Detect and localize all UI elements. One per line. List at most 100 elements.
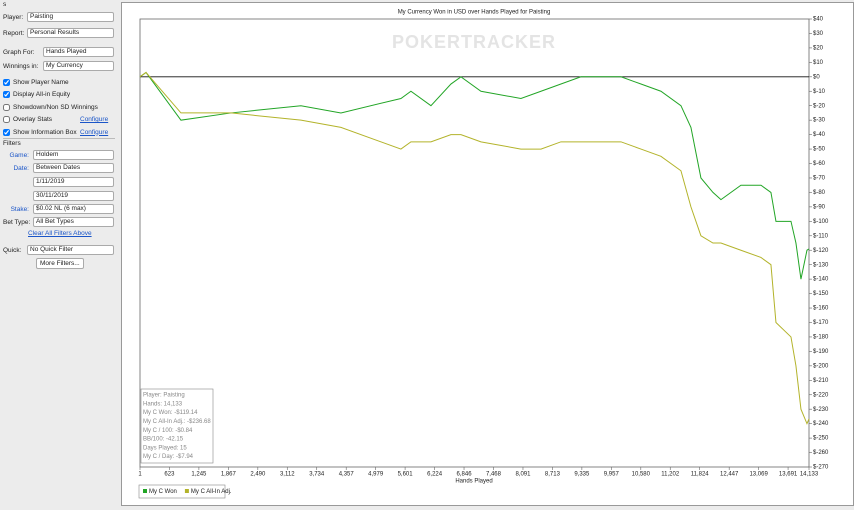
label: Date: (13, 164, 29, 172)
y-tick-label: $0 (813, 74, 820, 80)
x-tick-label: 1,245 (191, 472, 207, 478)
y-tick-label: $40 (813, 17, 824, 23)
configure-link[interactable]: Configure (80, 116, 109, 123)
configure-link[interactable]: Configure (80, 128, 109, 136)
x-tick-label: 3,734 (309, 472, 325, 478)
checkbox-label: Showdown/Non SD Winnings (13, 103, 98, 111)
checkbox[interactable] (3, 116, 10, 123)
x-tick-label: 9,335 (574, 472, 590, 478)
label: Game: (9, 151, 29, 159)
quick-select[interactable]: No Quick Filter (27, 245, 114, 255)
x-tick-label: 1 (138, 472, 142, 478)
legend-frame (138, 484, 226, 499)
stake-select[interactable]: $0.02 NL (6 max) (33, 204, 114, 214)
y-tick-label: $20 (813, 45, 824, 51)
checkbox-label: Display All-in Equity (13, 91, 71, 98)
winnings-row: Winnings in: My Currency (3, 61, 117, 71)
checkbox[interactable] (3, 103, 10, 111)
y-tick-label: $-30 (813, 118, 826, 124)
player-select[interactable]: Paisting (27, 12, 114, 22)
x-tick-label: 623 (164, 472, 175, 478)
y-tick-label: $-170 (813, 320, 829, 326)
info-line: My C / Day: -$7.94 (143, 454, 194, 460)
y-tick-label: $-220 (813, 392, 829, 398)
y-tick-label: $-190 (813, 349, 829, 355)
x-tick-label: 13,691 (779, 472, 798, 478)
y-tick-label: $-50 (813, 147, 826, 153)
y-tick-label: $-90 (813, 204, 826, 210)
y-tick-label: $-250 (813, 436, 829, 442)
y-tick-label: $-160 (813, 306, 829, 312)
checkbox-row: Show Information Box Configure (3, 127, 108, 137)
y-tick-label: $-200 (813, 363, 829, 369)
report-row: Report: Personal Results (3, 28, 117, 38)
x-tick-label: 11,202 (661, 472, 680, 478)
x-tick-label: 5,601 (398, 472, 414, 478)
x-tick-label: 3,112 (280, 472, 295, 478)
checkbox-label: Show Information Box (13, 128, 77, 136)
x-tick-label: 10,580 (632, 472, 651, 478)
x-tick-label: 6,224 (427, 472, 443, 478)
date-to[interactable]: 30/11/2019 (33, 191, 114, 201)
x-tick-label: 9,957 (604, 472, 620, 478)
graph-for-select[interactable]: Hands Played (43, 47, 114, 57)
x-tick-label: 7,468 (486, 472, 502, 478)
watermark: POKERTRACKER (392, 32, 556, 52)
checkbox-label: Show Player Name (13, 78, 69, 86)
y-tick-label: $-40 (813, 132, 826, 138)
winnings-select[interactable]: My Currency (43, 61, 114, 71)
window-title: s (3, 1, 7, 8)
x-axis-label: Hands Played (455, 479, 492, 485)
label: Report: (3, 29, 25, 37)
series-line (139, 71, 810, 280)
clear-filters-link[interactable]: Clear All Filters Above (28, 230, 92, 237)
chart: My Currency Won in USD over Hands Played… (138, 10, 829, 499)
graph-for-row: Graph For: Hands Played (3, 47, 117, 57)
date-from-row: 1/11/2019 (3, 177, 117, 187)
sidebar: s Player: Paisting Report: Personal Result… (0, 0, 118, 507)
checkbox[interactable] (3, 91, 10, 98)
x-tick-label: 11,824 (691, 472, 710, 478)
bet-type-row: Bet Type: All Bet Types (3, 217, 117, 227)
y-tick-label: $-270 (813, 465, 829, 471)
label: Winnings in: (3, 62, 39, 70)
info-line: My C / 100: -$0.84 (143, 428, 193, 434)
info-line: Player: Paisting (143, 393, 185, 399)
stake-row: Stake: $0.02 NL (6 max) (3, 204, 117, 214)
x-tick-label: 4,357 (339, 472, 355, 478)
info-line: My C Won: -$119.14 (143, 410, 198, 416)
player-row: Player: Paisting (3, 12, 117, 22)
checkbox[interactable] (3, 78, 10, 86)
date-from[interactable]: 1/11/2019 (33, 177, 114, 187)
y-tick-label: $-20 (813, 103, 826, 109)
info-line: Days Played: 15 (143, 445, 187, 451)
plot-frame (139, 18, 810, 468)
y-tick-label: $-10 (813, 89, 826, 95)
checkbox[interactable] (3, 128, 10, 136)
game-select[interactable]: Holdem (33, 150, 114, 160)
checkbox-row: Display All-in Equity (3, 90, 70, 100)
y-tick-label: $-140 (813, 277, 829, 283)
report-select[interactable]: Personal Results (27, 28, 114, 38)
x-tick-label: 14,133 (800, 472, 819, 478)
info-line: BB/100: -42.15 (143, 437, 184, 443)
x-tick-label: 2,490 (250, 472, 266, 478)
y-tick-label: $-180 (813, 335, 829, 341)
more-filters-button[interactable]: More Filters... (36, 258, 84, 269)
chart-title: My Currency Won in USD over Hands Played… (398, 10, 551, 16)
checkbox-label: Overlay Stats (13, 116, 53, 123)
legend-label: My C Won (149, 489, 177, 495)
filters-header: Filters (3, 138, 115, 147)
legend-label: My C All-In Adj. (191, 489, 232, 495)
game-row: Game: Holdem (3, 150, 117, 160)
x-tick-label: 1,867 (221, 472, 237, 478)
bet-type-select[interactable]: All Bet Types (33, 217, 114, 227)
label: Quick: (3, 246, 22, 254)
y-tick-label: $-210 (813, 378, 829, 384)
x-tick-label: 8,091 (515, 472, 531, 478)
date-select[interactable]: Between Dates (33, 163, 114, 173)
date-to-row: 30/11/2019 (3, 191, 117, 201)
y-tick-label: $-120 (813, 248, 829, 254)
label: Player: (3, 13, 24, 21)
